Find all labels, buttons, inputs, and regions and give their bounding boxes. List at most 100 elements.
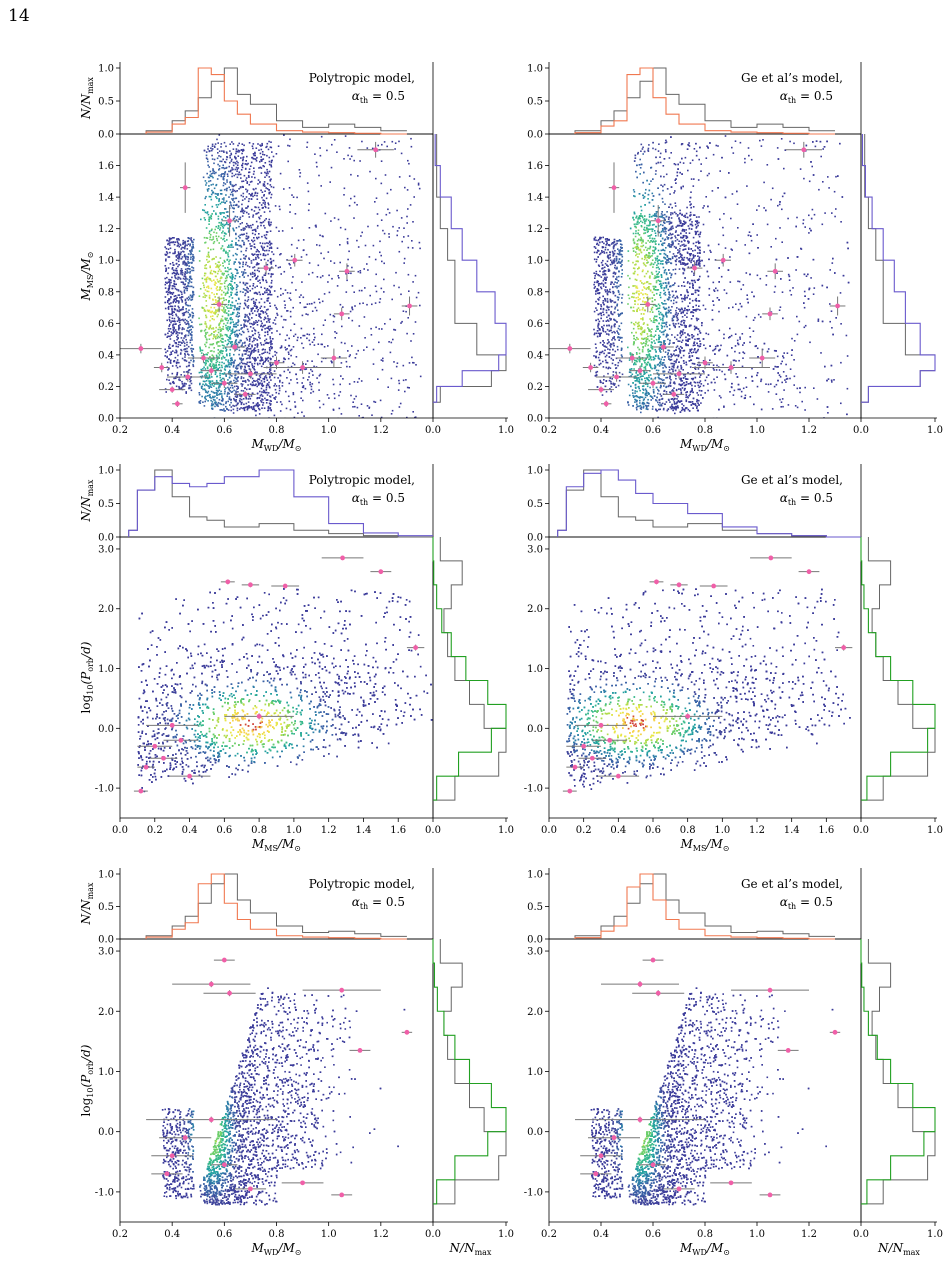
- model-point: [229, 348, 232, 351]
- model-point: [177, 302, 180, 304]
- model-point: [279, 253, 281, 256]
- model-point: [254, 371, 257, 373]
- model-point: [264, 227, 266, 229]
- model-point: [211, 292, 213, 294]
- model-point: [214, 146, 216, 148]
- model-point: [262, 326, 264, 328]
- model-point: [243, 269, 246, 271]
- model-point: [189, 261, 191, 264]
- model-point: [252, 195, 254, 198]
- model-point: [215, 287, 218, 290]
- model-point: [248, 257, 250, 259]
- model-point: [647, 150, 650, 152]
- model-point: [210, 390, 213, 393]
- right-hist-x-tick-label: 1.0: [498, 425, 514, 436]
- model-point: [220, 174, 222, 176]
- model-point: [205, 195, 207, 198]
- model-point: [236, 336, 239, 338]
- model-point: [210, 193, 213, 196]
- model-point: [210, 248, 212, 251]
- model-point: [265, 197, 268, 200]
- model-point: [262, 361, 265, 364]
- model-point: [281, 403, 283, 406]
- model-point: [342, 378, 344, 380]
- model-point: [252, 402, 255, 404]
- model-point: [221, 315, 224, 318]
- model-point: [187, 267, 190, 270]
- model-point: [167, 281, 169, 284]
- model-point: [270, 193, 273, 196]
- model-point: [233, 362, 235, 364]
- model-point: [283, 318, 285, 321]
- model-point: [184, 241, 186, 243]
- model-point: [269, 268, 271, 270]
- model-point: [411, 356, 413, 359]
- model-point: [322, 403, 325, 406]
- model-point: [289, 299, 292, 301]
- model-point: [186, 270, 188, 272]
- model-point: [270, 379, 272, 381]
- model-point: [212, 236, 215, 238]
- model-point: [231, 359, 233, 362]
- model-point: [241, 353, 244, 356]
- model-point: [189, 250, 192, 253]
- model-point: [233, 397, 235, 400]
- model-point: [242, 263, 244, 265]
- model-point: [263, 324, 265, 327]
- model-point: [414, 321, 417, 323]
- model-point: [246, 155, 248, 158]
- model-point: [652, 266, 654, 268]
- model-point: [215, 337, 217, 340]
- model-point: [225, 151, 228, 153]
- model-point: [230, 406, 233, 408]
- model-point: [245, 188, 247, 191]
- model-point: [205, 362, 207, 365]
- model-point: [211, 401, 214, 403]
- model-point: [173, 237, 175, 239]
- model-point: [242, 281, 245, 284]
- model-point: [218, 265, 220, 267]
- model-point: [226, 408, 228, 411]
- model-point: [231, 141, 233, 143]
- model-point: [337, 218, 340, 221]
- model-point: [199, 382, 201, 385]
- model-point: [266, 145, 268, 148]
- model-point: [220, 393, 223, 395]
- model-point: [229, 371, 232, 374]
- model-point: [240, 333, 243, 336]
- model-point: [213, 350, 215, 353]
- model-point: [184, 302, 187, 305]
- model-point: [276, 401, 278, 403]
- model-point: [344, 342, 346, 345]
- model-point: [389, 351, 392, 354]
- model-point: [223, 357, 225, 359]
- model-point: [169, 284, 171, 287]
- model-point: [332, 383, 335, 386]
- model-point: [233, 229, 235, 232]
- model-point: [177, 354, 179, 357]
- model-point: [192, 241, 194, 244]
- model-point: [190, 382, 193, 385]
- model-point: [217, 345, 219, 347]
- model-point: [219, 322, 221, 324]
- model-point: [388, 212, 391, 214]
- model-point: [210, 269, 213, 272]
- model-point: [682, 369, 684, 371]
- model-point: [215, 184, 217, 187]
- model-point: [167, 272, 169, 275]
- model-point: [264, 342, 267, 345]
- model-point: [246, 339, 249, 341]
- model-point: [176, 288, 178, 291]
- model-point: [244, 258, 246, 260]
- model-point: [168, 302, 170, 305]
- model-point: [247, 287, 249, 290]
- model-point: [206, 384, 208, 386]
- model-point: [253, 368, 255, 370]
- model-point: [676, 354, 678, 357]
- model-point: [178, 326, 180, 328]
- model-point: [257, 404, 260, 407]
- model-point: [223, 224, 226, 227]
- model-point: [203, 149, 206, 152]
- model-point: [222, 212, 224, 214]
